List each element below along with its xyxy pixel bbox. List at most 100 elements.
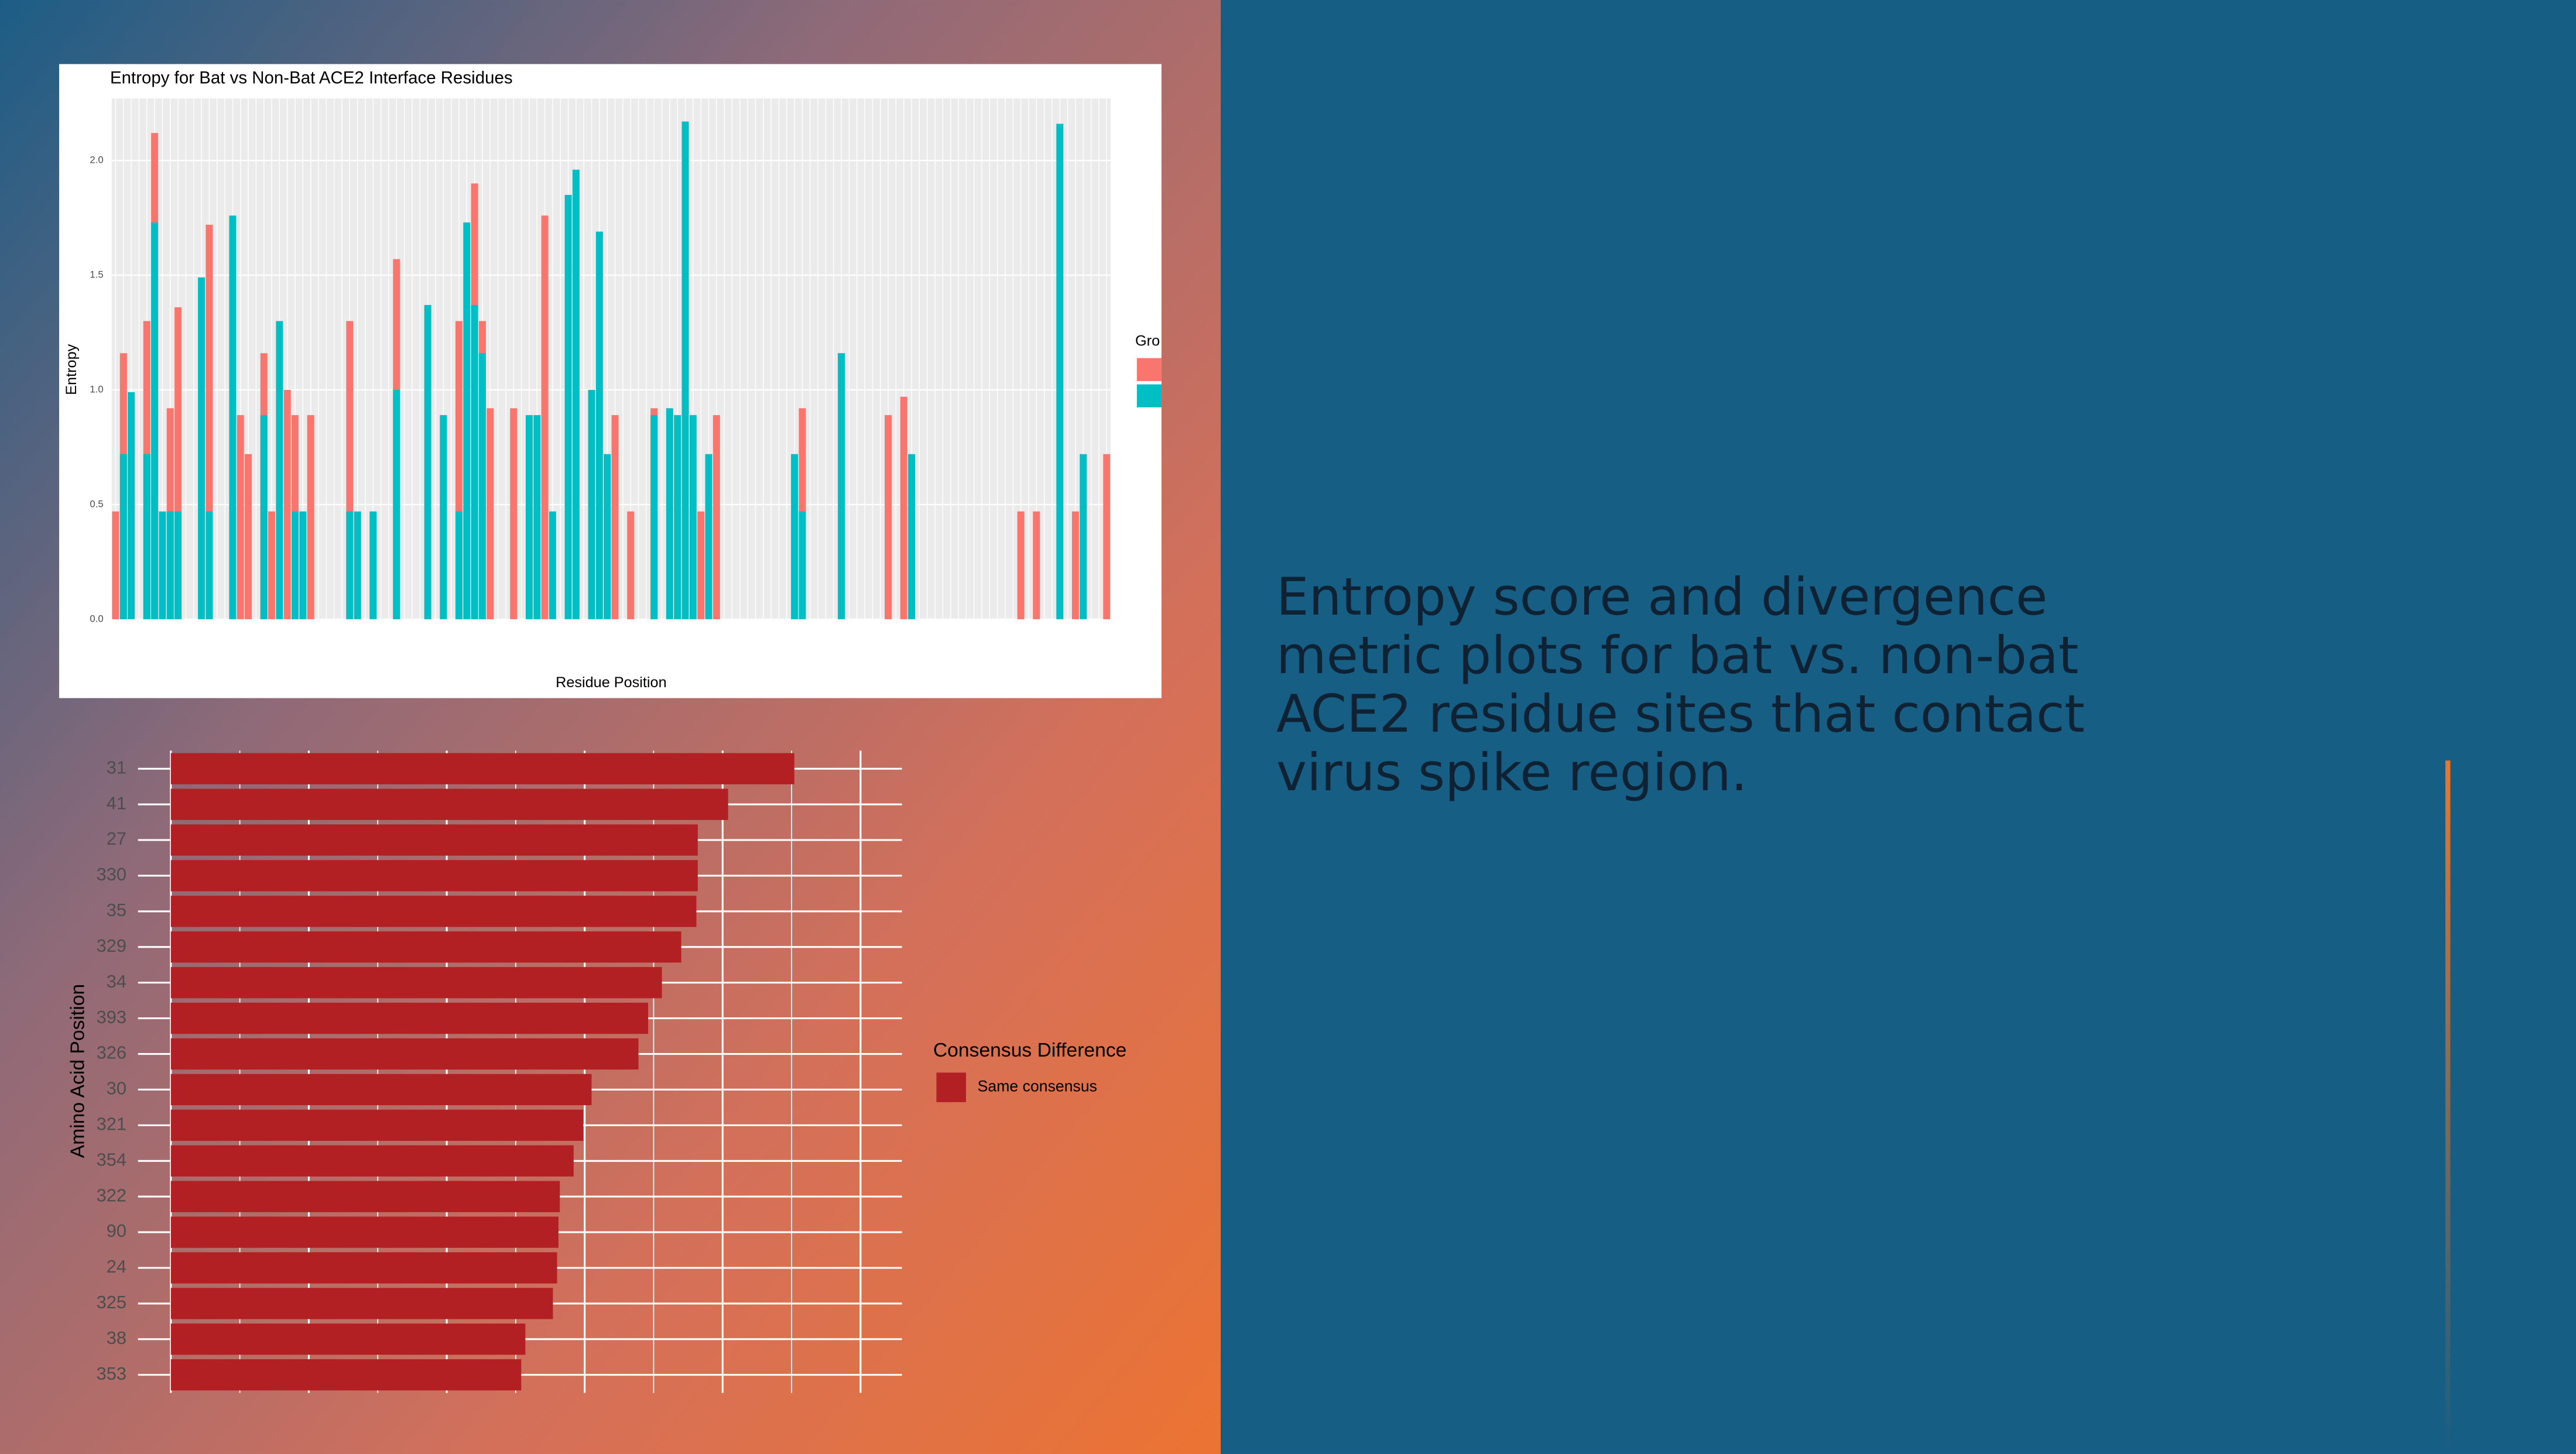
bar	[705, 454, 712, 619]
bar	[689, 415, 697, 619]
bar	[471, 305, 478, 619]
bar	[170, 788, 728, 820]
bar	[354, 511, 361, 619]
bar	[525, 415, 533, 619]
bar	[112, 511, 119, 619]
bar	[541, 215, 549, 619]
bar	[170, 1109, 584, 1141]
y-tick-label: 353	[97, 1363, 127, 1384]
legend-swatch	[1136, 358, 1162, 382]
bar	[143, 454, 150, 619]
bar	[170, 860, 698, 891]
y-tick-label: 321	[97, 1114, 127, 1134]
bar	[681, 121, 689, 619]
y-tick-label: 1.5	[90, 269, 103, 280]
y-axis-label: Entropy	[63, 344, 80, 395]
bar	[572, 169, 580, 619]
bar	[170, 1145, 574, 1177]
right-background	[1220, 0, 2576, 1454]
bar	[1103, 454, 1111, 619]
y-tick-label: 326	[97, 1043, 127, 1063]
bar	[166, 511, 174, 619]
legend-title: Consensus Difference	[933, 1040, 1127, 1061]
bar	[900, 396, 907, 619]
bar	[174, 307, 182, 619]
legend-label: Same consensus	[978, 1078, 1097, 1095]
bar	[604, 454, 611, 619]
bar	[170, 1181, 560, 1212]
bar	[1056, 124, 1064, 619]
legend-title: Gro	[1135, 332, 1160, 349]
bar	[346, 321, 354, 619]
entropy-chart: 0.0 0.5 1.0 1.5 2.0 Entropy for Bat vs Non-Ba…	[63, 68, 1162, 691]
bar	[666, 408, 673, 619]
bar	[170, 753, 794, 784]
slide-text: Entropy score and divergence metric plot…	[1276, 567, 2085, 803]
bar	[260, 415, 268, 619]
legend-swatch	[936, 1072, 966, 1102]
bar	[791, 454, 799, 619]
bar	[170, 824, 698, 856]
legend-swatch	[1136, 384, 1162, 407]
bar	[283, 390, 291, 619]
y-tick-label: 90	[107, 1220, 126, 1241]
bar	[170, 1252, 557, 1284]
y-tick-label: 35	[107, 900, 126, 920]
y-tick-label: 1.0	[90, 384, 103, 395]
bar	[595, 231, 603, 619]
bar	[1071, 511, 1079, 619]
bar	[440, 415, 447, 619]
bar	[588, 390, 595, 619]
bar	[1080, 454, 1087, 619]
bar	[455, 321, 463, 619]
bar	[1033, 511, 1040, 619]
bar	[170, 931, 681, 963]
bar	[510, 408, 518, 619]
bar	[564, 194, 572, 619]
bar	[170, 1216, 559, 1248]
bar	[237, 415, 244, 619]
x-axis-label: Residue Position	[556, 674, 667, 691]
y-tick-label: 34	[107, 971, 126, 992]
bar	[674, 415, 681, 619]
bar	[424, 305, 431, 619]
accent-line	[2445, 760, 2451, 1454]
y-tick-label: 354	[97, 1149, 127, 1170]
divergence-chart: 31 41 27 330 35 329 34 393 326 30 321 354 322 90 24 325…	[67, 750, 1127, 1393]
bar	[128, 392, 135, 619]
y-tick-label: 325	[97, 1292, 127, 1312]
chart-title: Entropy for Bat vs Non-Bat ACE2 Interfac…	[110, 68, 513, 87]
bar	[799, 511, 806, 619]
bar	[463, 222, 471, 619]
y-tick-label: 31	[107, 757, 126, 777]
bar	[533, 415, 541, 619]
bar	[611, 415, 619, 619]
bar	[346, 511, 354, 619]
bar	[170, 1323, 526, 1355]
bar	[170, 896, 697, 927]
y-tick-label: 0.5	[90, 498, 103, 509]
y-tick-label: 38	[107, 1328, 126, 1348]
bar	[159, 511, 166, 619]
bar	[697, 511, 705, 619]
bar	[307, 415, 314, 619]
y-tick-label: 330	[97, 864, 127, 884]
bar	[487, 408, 494, 619]
y-tick-label: 322	[97, 1185, 127, 1205]
bar	[229, 215, 237, 619]
bar	[245, 454, 252, 619]
y-tick-label: 41	[107, 793, 126, 813]
bar	[299, 511, 307, 619]
bar	[198, 277, 205, 619]
bar	[455, 511, 463, 619]
bar	[650, 415, 658, 619]
bar	[393, 390, 400, 619]
bar	[369, 511, 377, 619]
y-tick-label: 24	[107, 1256, 126, 1277]
bar	[170, 1002, 649, 1034]
y-tick-label: 27	[107, 828, 126, 849]
bar	[170, 1359, 522, 1391]
bar	[170, 1074, 592, 1106]
bar	[174, 511, 182, 619]
